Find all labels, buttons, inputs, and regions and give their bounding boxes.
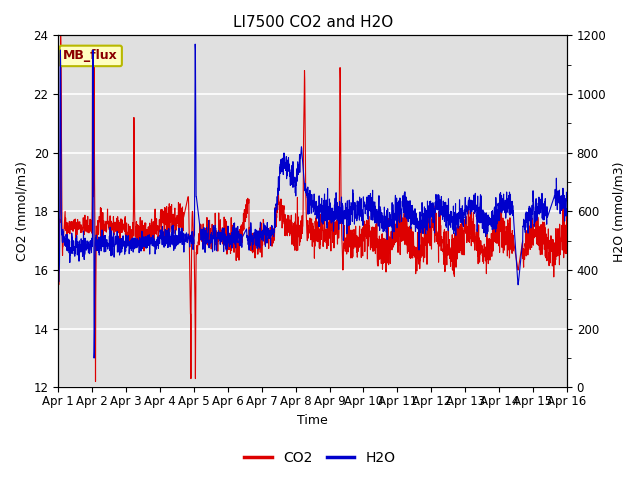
Y-axis label: H2O (mmol/m3): H2O (mmol/m3) (612, 161, 625, 262)
X-axis label: Time: Time (297, 414, 328, 427)
Text: MB_flux: MB_flux (63, 49, 118, 62)
Title: LI7500 CO2 and H2O: LI7500 CO2 and H2O (232, 15, 393, 30)
Legend: CO2, H2O: CO2, H2O (239, 445, 401, 471)
Y-axis label: CO2 (mmol/m3): CO2 (mmol/m3) (15, 161, 28, 261)
